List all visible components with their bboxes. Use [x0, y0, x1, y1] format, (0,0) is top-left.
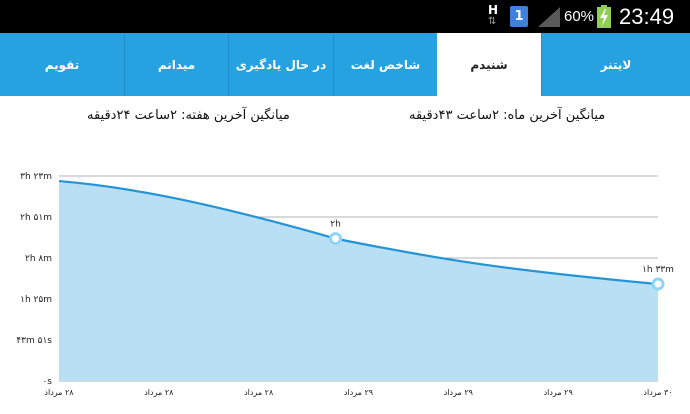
signal-strength-icon [538, 7, 560, 27]
clock: 23:49 [619, 4, 675, 29]
y-tick-label: ۰s [42, 377, 52, 387]
data-point[interactable] [651, 277, 665, 291]
week-average-label: میانگین آخرین هفته: ۲ساعت ۲۴دقیقه [87, 108, 290, 123]
x-tick-label: ۲۹ مرداد [344, 388, 373, 397]
tab-leitner[interactable]: لایتنر [541, 33, 690, 96]
tab-heard[interactable]: شنیدم [437, 33, 541, 96]
area-fill [59, 181, 658, 381]
month-average-label: میانگین آخرین ماه: ۲ساعت ۴۳دقیقه [409, 108, 606, 123]
battery-charging-icon [597, 5, 611, 28]
x-tick-label: ۲۸ مرداد [144, 388, 174, 397]
y-tick-label: ۲h ۵۱m [20, 213, 52, 223]
x-tick-label: ۲۹ مرداد [544, 388, 573, 397]
tab-bar: لایتنر شنیدم شاخص لغت در حال یادگیری مید… [0, 33, 690, 96]
data-point[interactable] [329, 232, 343, 246]
tab-learning[interactable]: در حال یادگیری [228, 33, 333, 96]
notification-badge-icon: 1 [510, 6, 528, 27]
y-tick-label: ۴۳m ۵۱s [16, 336, 52, 346]
chart-area-layer [58, 179, 659, 381]
x-tick-label: ۲۹ مرداد [444, 388, 473, 397]
status-bar: H ⇅ 1 60% 23:49 [0, 0, 690, 33]
listening-time-chart: ۳h ۲۳m ۲h ۵۱m ۲h ۸m ۱h ۲۵m ۴۳m ۵۱s ۰s ۲۸ مردا… [16, 172, 674, 397]
network-type-label: H [488, 3, 499, 17]
x-tick-label: ۲۸ مرداد [44, 388, 74, 397]
battery-percentage: 60% [564, 8, 595, 25]
y-tick-label: ۲h ۸m [25, 254, 52, 264]
x-tick-label: ۲۸ مرداد [244, 388, 274, 397]
network-type-indicator: H ⇅ [486, 3, 502, 29]
x-axis-ticks: ۲۸ مرداد ۲۸ مرداد ۲۸ مرداد ۲۹ مرداد ۲۹ مرداد… [44, 388, 672, 397]
y-axis-ticks: ۳h ۲۳m ۲h ۵۱m ۲h ۸m ۱h ۲۵m ۴۳m ۵۱s ۰s [16, 172, 52, 387]
data-points: ۲h ۱h ۳۳m [329, 220, 674, 291]
y-tick-label: ۳h ۲۳m [20, 172, 52, 182]
data-point-label: ۲h [330, 220, 341, 230]
tab-calendar[interactable]: تقویم [44, 57, 80, 72]
tab-word-index[interactable]: شاخص لغت [333, 33, 437, 96]
data-transfer-arrows-icon: ⇅ [488, 16, 497, 27]
x-tick-label: ۳۰ مرداد [643, 388, 672, 397]
tab-known[interactable]: میدانم [124, 33, 228, 96]
data-point-label: ۱h ۳۳m [642, 265, 674, 275]
y-tick-label: ۱h ۲۵m [20, 295, 52, 305]
